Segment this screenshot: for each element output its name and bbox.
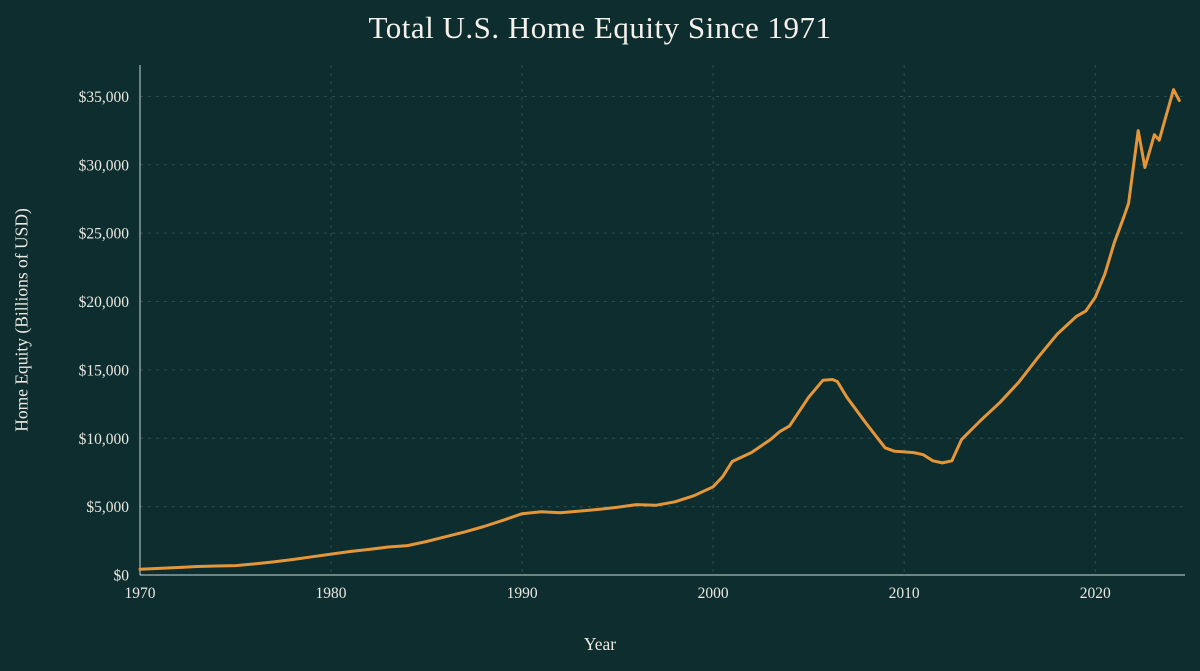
x-tick-label: 2000	[698, 585, 729, 602]
y-tick-label: $25,000	[79, 226, 130, 243]
x-tick-label: 1970	[125, 585, 156, 602]
y-tick-label: $30,000	[79, 157, 130, 174]
home-equity-line	[138, 88, 1181, 571]
y-tick-label: $35,000	[79, 89, 130, 106]
x-tick-label: 2010	[889, 585, 920, 602]
x-tick-label: 2020	[1080, 585, 1111, 602]
x-tick-label: 1980	[316, 585, 347, 602]
y-tick-label: $0	[114, 568, 130, 585]
y-tick-label: $10,000	[79, 431, 130, 448]
y-tick-label: $15,000	[79, 362, 130, 379]
chart-title: Total U.S. Home Equity Since 1971	[368, 10, 832, 45]
x-tick-label: 1990	[507, 585, 538, 602]
y-tick-label: $5,000	[86, 499, 129, 516]
y-tick-label: $20,000	[79, 294, 130, 311]
x-axis-label: Year	[583, 634, 617, 654]
y-axis-label: Home Equity (Billions of USD)	[11, 208, 32, 432]
